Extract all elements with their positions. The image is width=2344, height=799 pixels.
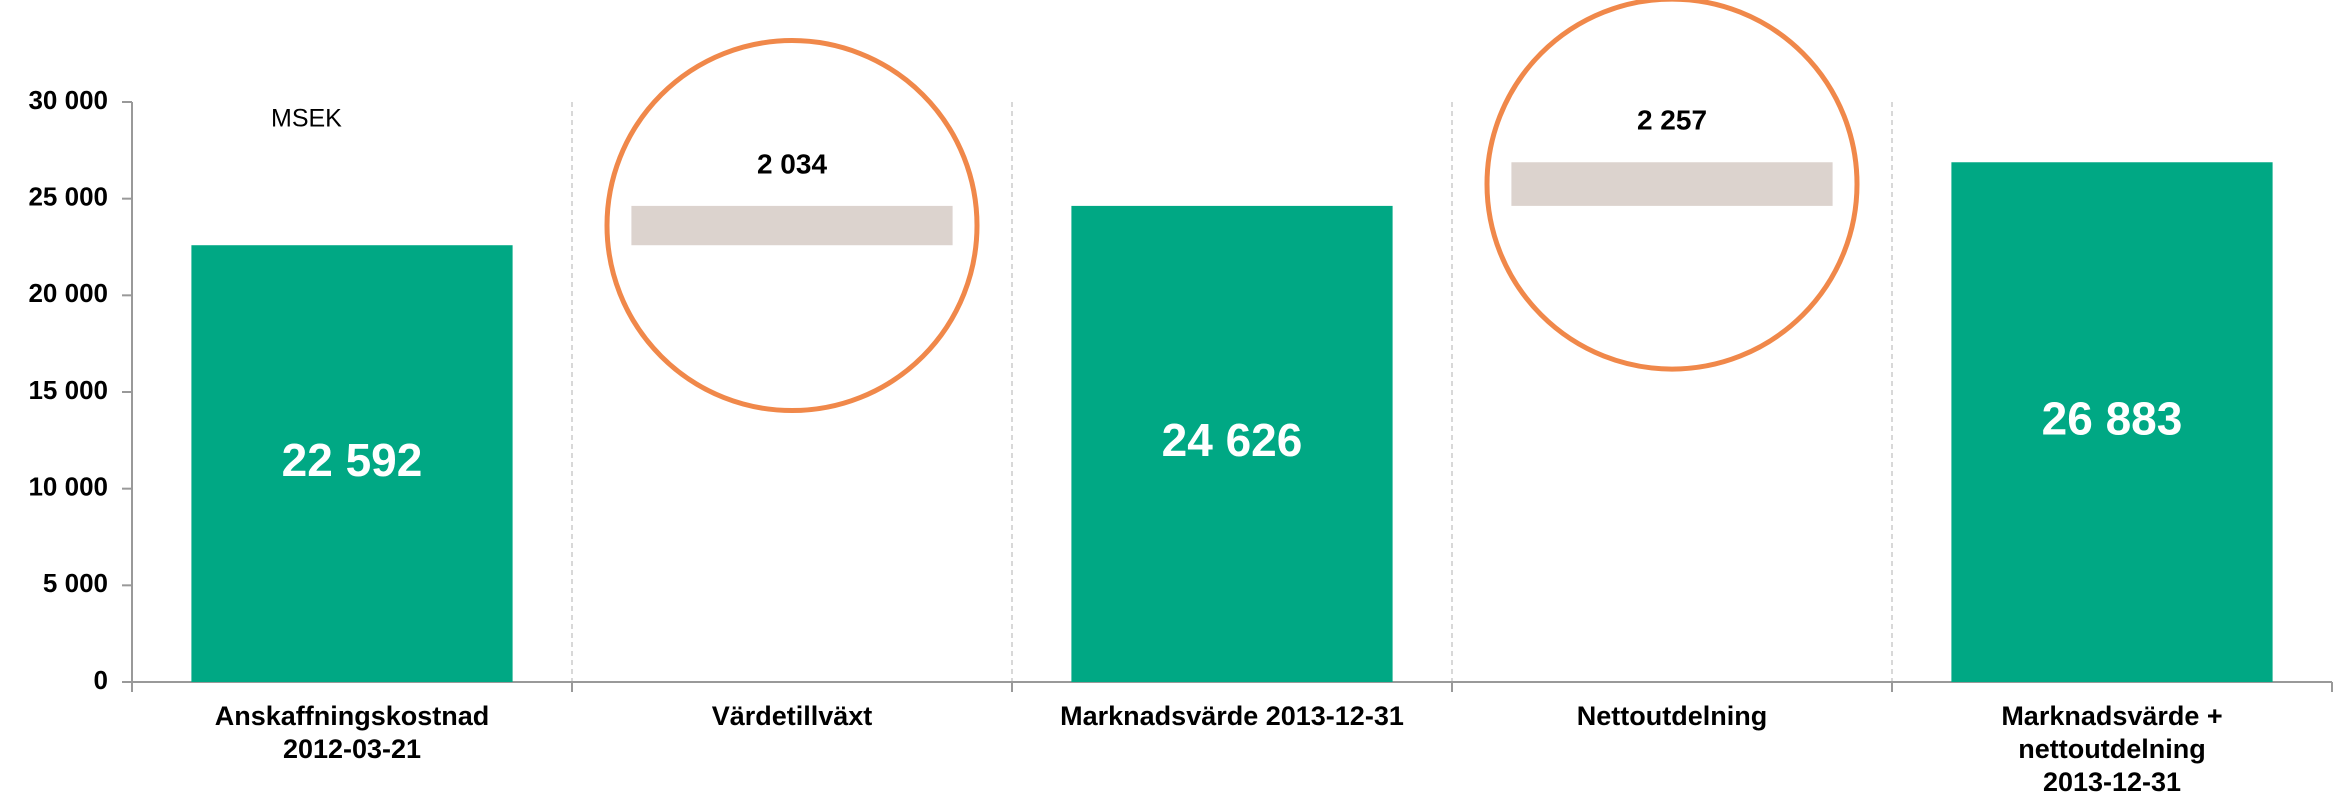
- y-tick-label: 30 000: [28, 85, 108, 115]
- x-tick-label: Marknadsvärde +: [2001, 701, 2222, 731]
- y-tick-label: 10 000: [28, 472, 108, 502]
- y-tick-label: 5 000: [43, 568, 108, 598]
- y-tick-label: 25 000: [28, 182, 108, 212]
- value-label: 22 592: [282, 434, 423, 486]
- bar: [1071, 205, 1393, 682]
- bar: [631, 205, 953, 246]
- value-label: 26 883: [2042, 392, 2183, 444]
- y-tick-label: 15 000: [28, 375, 108, 405]
- unit-annotation: MSEK: [271, 105, 342, 133]
- highlight-circle: [1484, 0, 1860, 372]
- bar: [1951, 162, 2273, 683]
- x-tick-label: 2013-12-31: [2043, 767, 2181, 797]
- y-tick-label: 20 000: [28, 278, 108, 308]
- x-tick-label: Värdetillväxt: [712, 701, 873, 731]
- bar: [191, 245, 513, 683]
- x-tick-label: Anskaffningskostnad: [215, 701, 490, 731]
- value-label: 24 626: [1162, 414, 1303, 466]
- x-tick-label: 2012-03-21: [283, 734, 421, 764]
- y-tick-label: 0: [94, 665, 108, 695]
- value-label: 2 257: [1637, 105, 1707, 136]
- highlight-circle: [604, 38, 980, 414]
- x-tick-label: nettoutdelning: [2018, 734, 2205, 764]
- x-tick-label: Marknadsvärde 2013-12-31: [1060, 701, 1404, 731]
- bar: [1511, 162, 1833, 206]
- x-tick-label: Nettoutdelning: [1577, 701, 1767, 731]
- value-label: 2 034: [757, 148, 827, 179]
